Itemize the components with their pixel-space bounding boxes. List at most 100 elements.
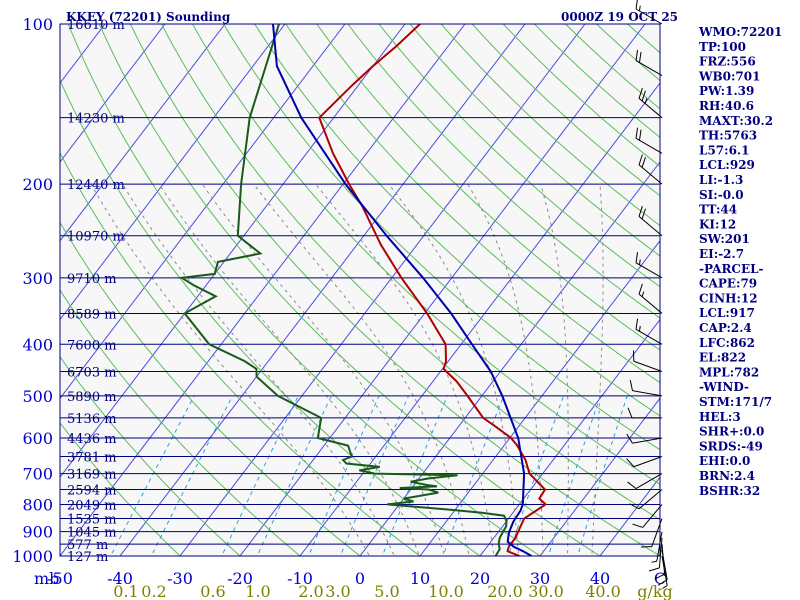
pressure-tick-label: 400 — [22, 335, 53, 354]
wind-barb — [638, 88, 663, 119]
dry-adiabat-line — [67, 24, 541, 556]
moist-adiabat-line — [201, 183, 445, 556]
index-value: SHR+:0.0 — [699, 425, 764, 439]
isotherm-line — [299, 82, 660, 556]
height-label: 5890 m — [67, 390, 117, 405]
index-value: EI:-2.7 — [699, 247, 744, 261]
index-value: BSHR:32 — [699, 484, 760, 498]
moist-adiabat-line — [158, 183, 420, 556]
wind-barb — [635, 0, 663, 25]
wind-barb — [626, 433, 663, 444]
mixing-ratio-line — [221, 395, 299, 556]
index-value: LCL:917 — [699, 306, 755, 320]
wind-barb — [638, 154, 663, 185]
index-value: EHI:0.0 — [699, 454, 750, 468]
wind-barb — [626, 456, 663, 468]
dry-adiabat-line — [285, 24, 660, 384]
pressure-unit-label: mb — [34, 569, 59, 588]
dry-adiabat-line — [129, 24, 660, 556]
height-label: 8589 m — [67, 307, 117, 322]
wind-barb — [635, 252, 663, 279]
isotherm-line — [179, 24, 586, 556]
plot-background — [60, 24, 660, 556]
index-value: -PARCEL- — [699, 262, 764, 276]
pressure-tick-label: 1000 — [12, 547, 53, 566]
height-label: 127 m — [67, 550, 108, 565]
dry-adiabat-line — [223, 24, 660, 451]
dry-adiabat-line — [60, 422, 181, 556]
index-value: SI:-0.0 — [699, 188, 744, 202]
pressure-tick-label: 900 — [22, 523, 53, 542]
mixing-ratio-line — [507, 395, 565, 556]
height-label: 1045 m — [67, 526, 117, 541]
dry-adiabat-line — [191, 24, 660, 485]
wind-barb — [632, 504, 663, 528]
index-value: SRDS:-49 — [699, 439, 763, 453]
index-value: MAXT:30.2 — [699, 114, 773, 128]
moist-adiabat-line — [388, 183, 520, 556]
index-value: WMO:72201 — [698, 25, 782, 39]
temperature-tick-label: -10 — [287, 569, 313, 588]
temperature-tick-label: -40 — [107, 569, 133, 588]
mixing-ratio-tick-label: 40.0 — [585, 582, 621, 600]
sounding-time: 0000Z 19 OCT 25 — [561, 10, 678, 24]
mixing-ratio-tick-label: 30.0 — [528, 582, 564, 600]
wind-barb — [640, 518, 663, 548]
stability-indices: WMO:72201TP:100FRZ:556WB0:701PW:1.39RH:4… — [698, 25, 782, 498]
index-value: RH:40.6 — [699, 99, 754, 113]
temperature-tick-label: 20 — [470, 569, 490, 588]
isotherm-line — [119, 24, 526, 556]
height-label: 4436 m — [67, 432, 117, 447]
temperature-profile-line — [318, 24, 548, 556]
station-title: KKEY (72201) Sounding — [66, 10, 231, 24]
index-value: BRN:2.4 — [699, 469, 755, 483]
mixing-ratio-line — [256, 395, 332, 556]
wind-barb — [629, 379, 663, 397]
mixing-ratio-tick-label: 10.0 — [428, 582, 464, 600]
mixing-ratio-line — [381, 395, 448, 556]
index-value: KI:12 — [699, 217, 736, 231]
temperature-tick-label: -20 — [227, 569, 253, 588]
moist-adiabat-line — [122, 183, 395, 556]
mixing-ratio-tick-label: g/kg — [637, 582, 673, 600]
temperature-tick-label: -30 — [167, 569, 193, 588]
dry-adiabat-line — [409, 24, 660, 257]
pressure-tick-label: 300 — [22, 269, 53, 288]
temperature-tick-label: 10 — [410, 569, 430, 588]
parcel-path-line — [272, 24, 533, 556]
isotherm-line — [60, 24, 286, 321]
index-value: L57:6.1 — [699, 143, 749, 157]
isotherm-line — [60, 24, 166, 163]
index-value: EL:822 — [699, 351, 746, 365]
pressure-tick-label: 800 — [22, 495, 53, 514]
temperature-tick-label: -50 — [47, 569, 73, 588]
index-value: CINH:12 — [699, 291, 758, 305]
wind-barb — [638, 206, 663, 237]
dry-adiabat-line — [254, 24, 660, 417]
height-label: 1535 m — [67, 512, 117, 527]
mixing-ratio-line — [442, 395, 505, 556]
height-label: 3169 m — [67, 468, 117, 483]
temperature-tick-label: 40 — [590, 569, 610, 588]
temperature-tick-label: C — [654, 569, 666, 588]
index-value: SW:201 — [699, 232, 750, 246]
height-label: 5136 m — [67, 412, 117, 427]
height-label: 12440 m — [67, 178, 125, 193]
mixing-ratio-line — [547, 395, 601, 556]
temperature-tick-label: 30 — [530, 569, 550, 588]
pressure-tick-label: 600 — [22, 429, 53, 448]
mixing-ratio-tick-label: 20.0 — [487, 582, 523, 600]
index-value: HEL:3 — [699, 410, 741, 424]
dewpoint-profile-line — [178, 24, 508, 556]
index-value: STM:171/7 — [699, 395, 772, 409]
dry-adiabat-line — [60, 355, 241, 556]
wind-barb — [648, 537, 663, 572]
isotherm-line — [60, 24, 466, 556]
index-value: CAPE:79 — [699, 277, 757, 291]
wind-barb — [629, 489, 663, 510]
index-value: TP:100 — [699, 40, 746, 54]
pressure-tick-label: 100 — [22, 15, 53, 34]
index-value: WB0:701 — [698, 69, 760, 83]
index-value: LCL:929 — [699, 158, 755, 172]
index-value: CAP:2.4 — [699, 321, 752, 335]
